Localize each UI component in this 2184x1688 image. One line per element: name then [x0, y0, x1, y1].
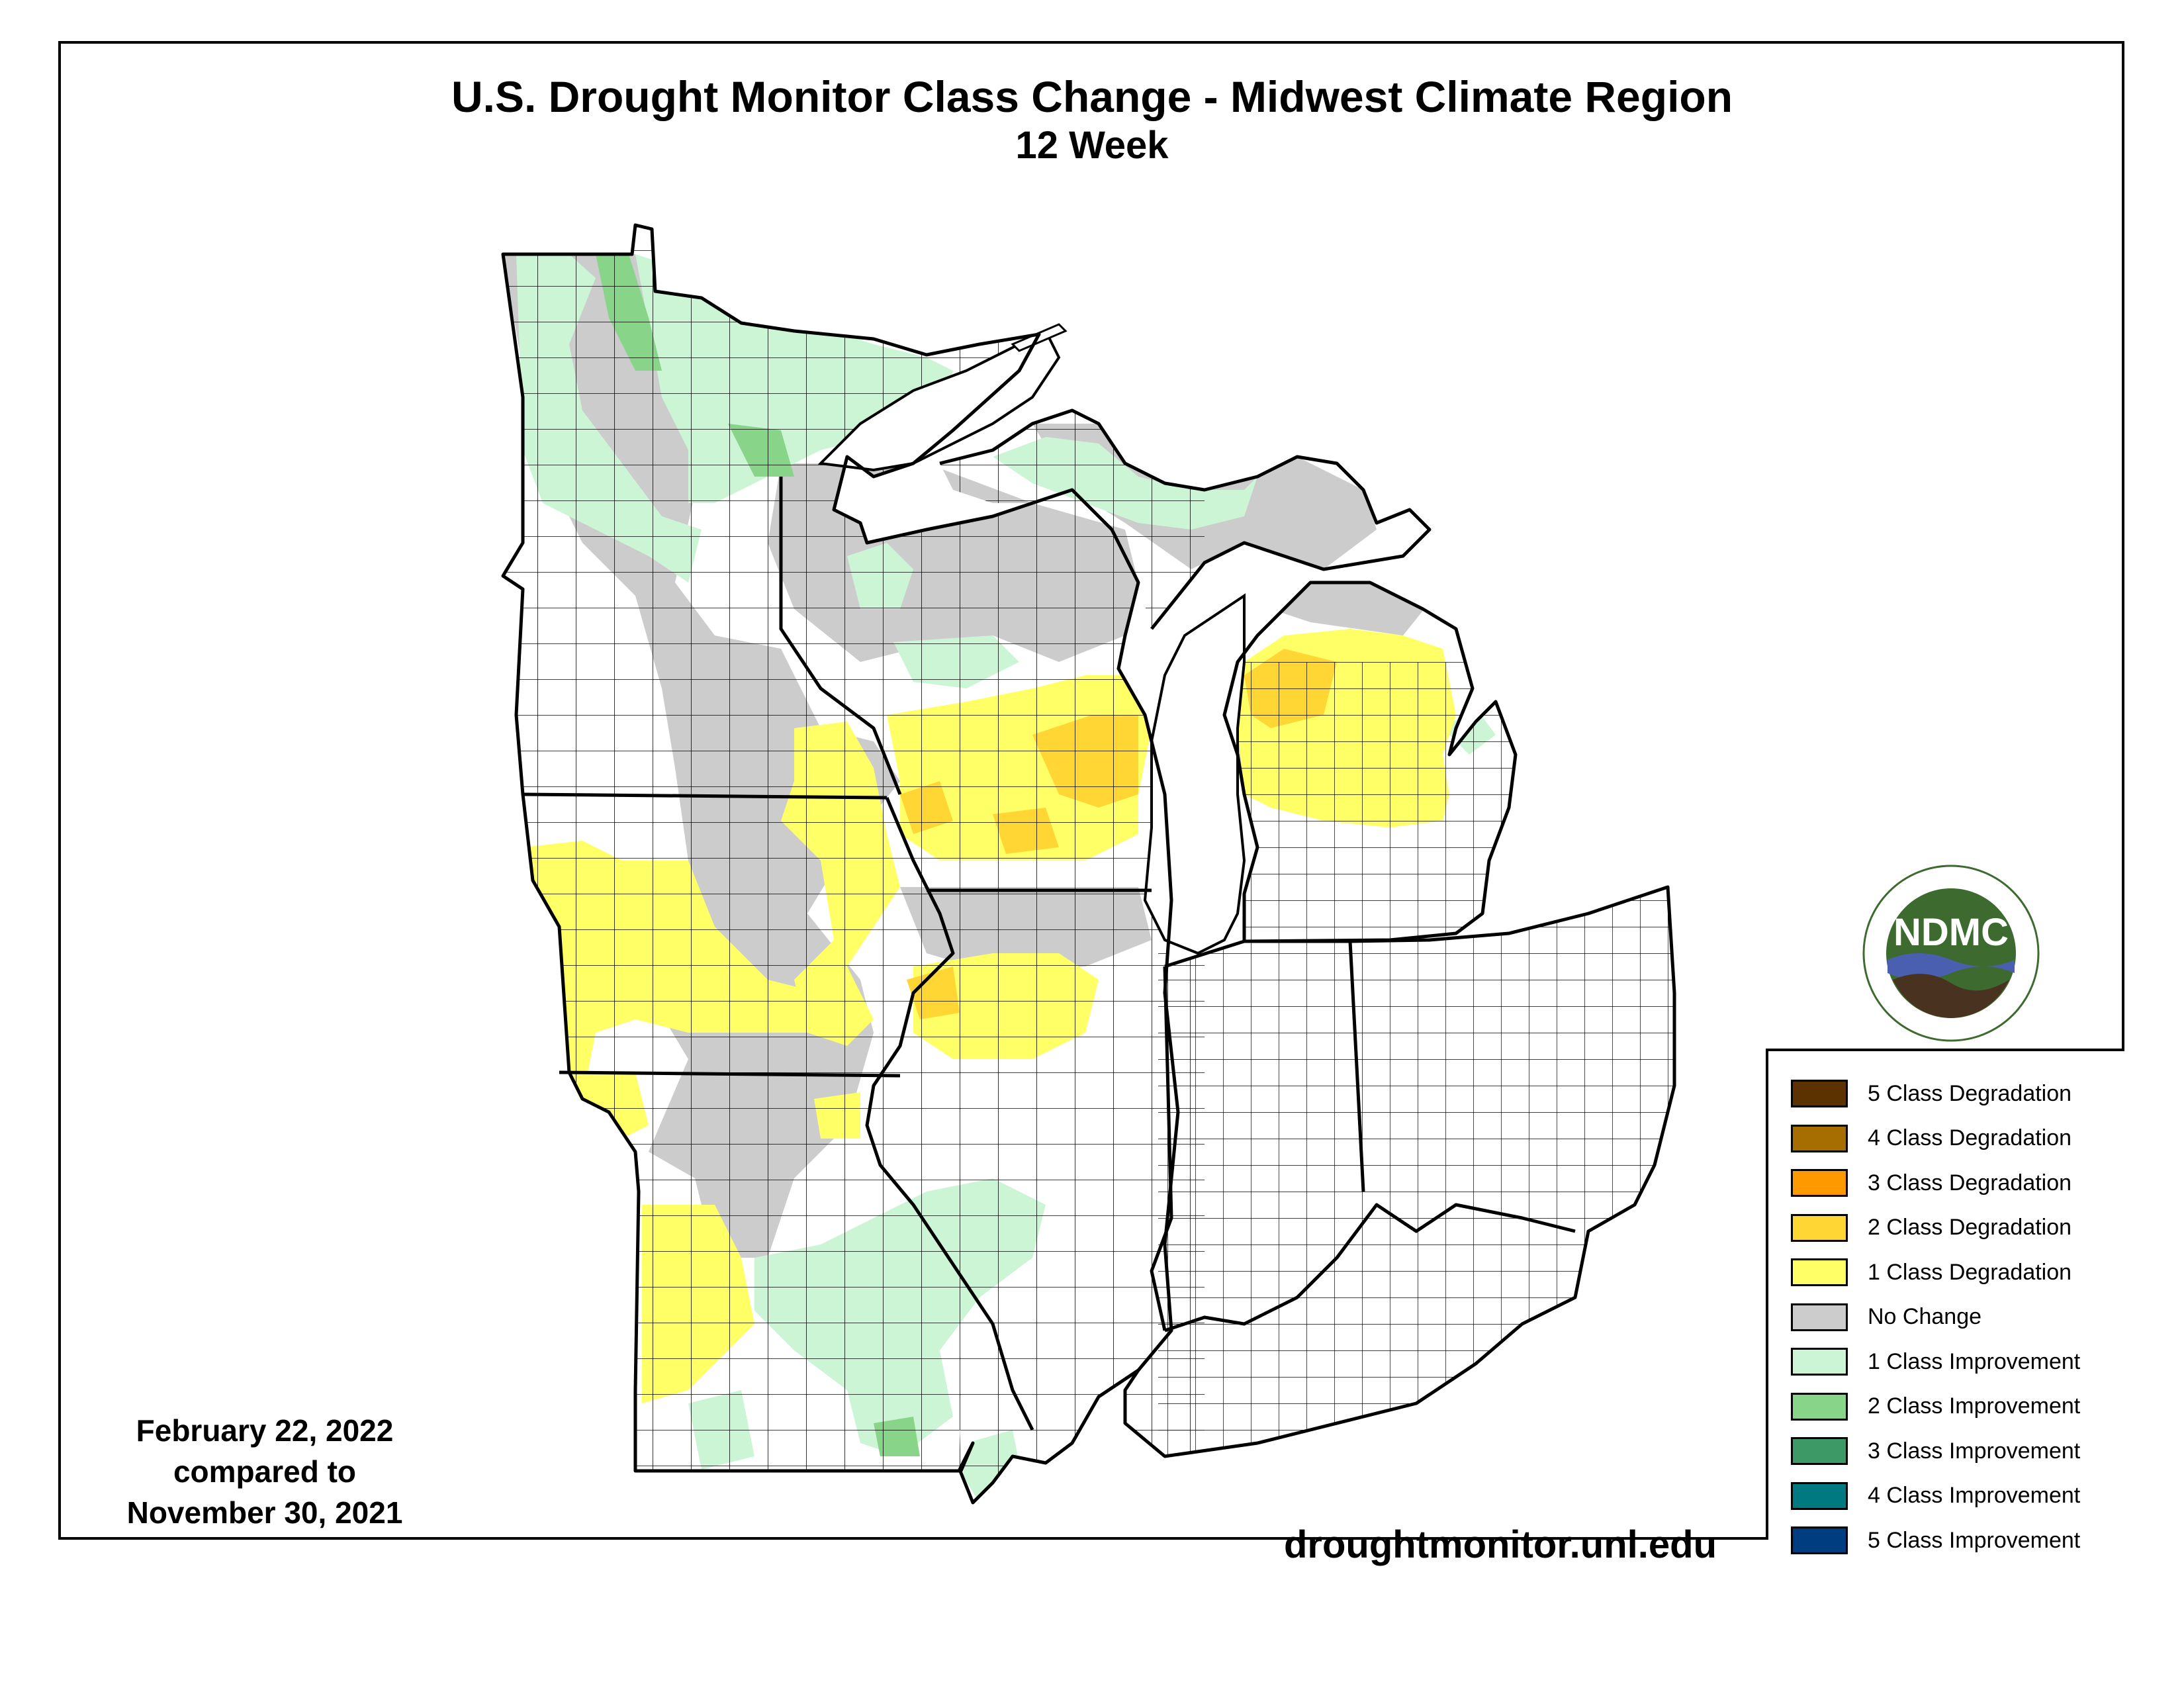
legend-label: 3 Class Degradation — [1868, 1170, 2072, 1196]
legend-label: 1 Class Improvement — [1868, 1348, 2081, 1374]
current-date: February 22, 2022 — [136, 1413, 394, 1448]
legend-swatch — [1791, 1258, 1848, 1286]
legend-item: 3 Class Degradation — [1791, 1166, 2071, 1200]
date-comparison: February 22, 2022 compared to November 3… — [86, 1410, 443, 1533]
legend-label: 5 Class Degradation — [1868, 1080, 2072, 1106]
legend-item: 1 Class Improvement — [1791, 1344, 2080, 1379]
legend-item: 2 Class Improvement — [1791, 1389, 2080, 1424]
source-url: droughtmonitor.unl.edu — [1284, 1523, 1717, 1566]
legend-label: 4 Class Degradation — [1868, 1125, 2072, 1150]
legend: 5 Class Degradation 4 Class Degradation 3 … — [1766, 1049, 2124, 1554]
legend-label: No Change — [1868, 1304, 1982, 1329]
legend-swatch — [1791, 1124, 1848, 1152]
legend-item: 5 Class Improvement — [1791, 1523, 2080, 1558]
legend-swatch — [1791, 1481, 1848, 1510]
legend-swatch — [1791, 1348, 1848, 1376]
map-title: U.S. Drought Monitor Class Change - Midw… — [451, 72, 1733, 121]
compared-to-label: compared to — [173, 1454, 357, 1489]
legend-label: 2 Class Improvement — [1868, 1393, 2081, 1419]
legend-item: 4 Class Improvement — [1791, 1479, 2080, 1513]
legend-swatch — [1791, 1392, 1848, 1421]
logo-text: NDMC — [1893, 911, 2009, 954]
legend-label: 3 Class Improvement — [1868, 1438, 2081, 1464]
legend-label: 1 Class Degradation — [1868, 1259, 2072, 1285]
legend-item: 5 Class Degradation — [1791, 1076, 2071, 1111]
legend-swatch — [1791, 1303, 1848, 1331]
map-subtitle: 12 Week — [1015, 124, 1169, 167]
legend-label: 5 Class Improvement — [1868, 1527, 2081, 1553]
legend-swatch — [1791, 1437, 1848, 1465]
legend-swatch — [1791, 1213, 1848, 1242]
legend-label: 4 Class Improvement — [1868, 1483, 2081, 1508]
legend-label: 2 Class Degradation — [1868, 1215, 2072, 1240]
land-fill — [503, 225, 1674, 1503]
legend-item: No Change — [1791, 1300, 1981, 1335]
state-borders — [501, 223, 1676, 1505]
legend-item: 4 Class Degradation — [1791, 1121, 2071, 1156]
legend-item: 3 Class Improvement — [1791, 1434, 2080, 1468]
legend-swatch — [1791, 1080, 1848, 1107]
legend-item: 1 Class Degradation — [1791, 1255, 2071, 1289]
legend-item: 2 Class Degradation — [1791, 1211, 2071, 1245]
ndmc-logo-icon: NDMC — [1862, 865, 2040, 1042]
legend-swatch — [1791, 1169, 1848, 1197]
previous-date: November 30, 2021 — [126, 1495, 403, 1530]
legend-swatch — [1791, 1526, 1848, 1554]
